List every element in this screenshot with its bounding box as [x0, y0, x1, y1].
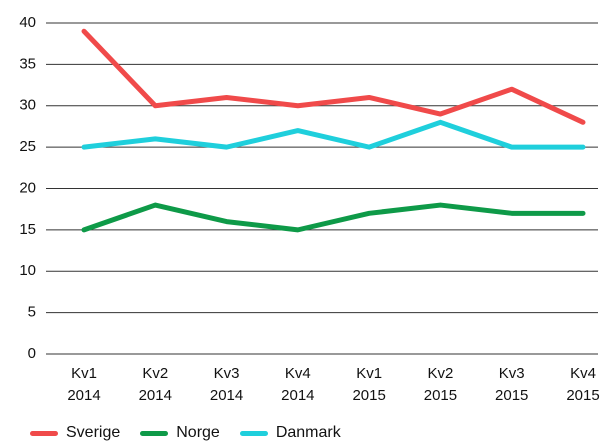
legend-swatch: [30, 430, 58, 436]
y-tick-label: 10: [19, 262, 36, 279]
series-line: [81, 28, 586, 125]
y-tick-label: 25: [19, 138, 36, 155]
x-tick-label: Kv3 2014: [209, 365, 244, 404]
series-line: [81, 119, 586, 150]
x-tick-label: Kv2 2014: [138, 365, 172, 404]
legend-item: Norge: [140, 423, 220, 443]
legend-label: Sverige: [66, 424, 121, 441]
y-tick-label: 20: [19, 179, 36, 196]
y-tick-label: 35: [19, 55, 36, 72]
y-tick-label: 5: [28, 304, 36, 321]
legend-label: Danmark: [275, 424, 341, 441]
legend-swatch: [140, 430, 169, 436]
series-line: [81, 202, 586, 233]
legend-item: Sverige: [30, 423, 120, 443]
x-tick-label: Kv1 2014: [67, 365, 101, 404]
x-tick-label: Kv3 2015: [495, 365, 529, 404]
y-tick-label: 30: [19, 97, 36, 114]
y-tick-label: 0: [28, 345, 36, 362]
legend-swatch: [239, 430, 268, 436]
x-tick-label: Kv2 2015: [423, 365, 458, 404]
x-tick-label: Kv4 2014: [281, 365, 315, 404]
y-tick-label: 15: [19, 221, 36, 238]
legend: Sverige Norge Danmark: [30, 423, 361, 443]
legend-label: Norge: [176, 424, 220, 441]
x-tick-label: Kv1 2015: [352, 365, 386, 404]
y-tick-label: 40: [19, 14, 36, 31]
x-tick-label: Kv4 2015: [566, 365, 600, 404]
legend-item: Danmark: [239, 423, 341, 443]
